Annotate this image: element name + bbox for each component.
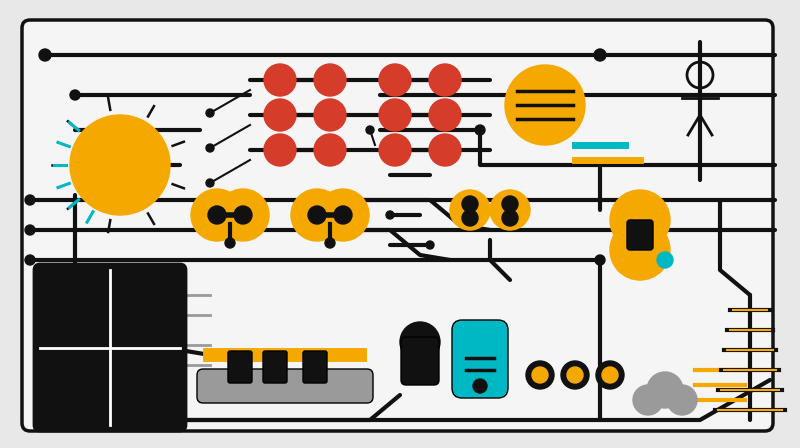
Circle shape [206,179,214,187]
Circle shape [532,367,548,383]
FancyBboxPatch shape [263,351,287,383]
Circle shape [379,134,411,166]
Circle shape [234,206,252,224]
Circle shape [379,99,411,131]
Circle shape [475,125,485,135]
Circle shape [429,134,461,166]
Circle shape [502,210,518,226]
Circle shape [317,189,369,241]
Circle shape [633,385,663,415]
Circle shape [429,99,461,131]
Bar [627,218,653,252]
Circle shape [217,189,269,241]
Circle shape [526,361,554,389]
Circle shape [462,196,478,212]
FancyBboxPatch shape [22,20,773,431]
Circle shape [610,220,670,280]
Circle shape [25,195,35,205]
FancyBboxPatch shape [627,220,653,250]
Circle shape [308,206,326,224]
Circle shape [70,115,170,215]
Circle shape [208,206,226,224]
Circle shape [596,361,624,389]
Circle shape [561,361,589,389]
Circle shape [325,238,335,248]
FancyBboxPatch shape [303,351,327,383]
Circle shape [386,211,394,219]
Circle shape [206,109,214,117]
FancyBboxPatch shape [452,320,508,398]
Circle shape [602,367,618,383]
FancyBboxPatch shape [34,264,186,431]
Circle shape [191,189,243,241]
Circle shape [39,49,51,61]
Circle shape [314,99,346,131]
FancyBboxPatch shape [197,369,373,403]
Circle shape [314,64,346,96]
Circle shape [473,379,487,393]
FancyBboxPatch shape [228,351,252,383]
Circle shape [426,241,434,249]
Circle shape [647,372,683,408]
Circle shape [25,225,35,235]
Circle shape [366,126,374,134]
Circle shape [291,189,343,241]
Circle shape [334,206,352,224]
Circle shape [450,190,490,230]
Circle shape [610,190,670,250]
Circle shape [429,64,461,96]
Circle shape [462,210,478,226]
Circle shape [502,196,518,212]
FancyBboxPatch shape [401,337,439,385]
Circle shape [264,64,296,96]
Circle shape [379,64,411,96]
Circle shape [264,134,296,166]
Circle shape [225,238,235,248]
Circle shape [567,367,583,383]
Circle shape [667,385,697,415]
Circle shape [657,252,673,268]
Circle shape [264,99,296,131]
Circle shape [400,322,440,362]
Circle shape [206,144,214,152]
Circle shape [25,255,35,265]
Circle shape [595,255,605,265]
Circle shape [505,65,585,145]
Circle shape [314,134,346,166]
Circle shape [70,90,80,100]
Circle shape [594,49,606,61]
Circle shape [490,190,530,230]
